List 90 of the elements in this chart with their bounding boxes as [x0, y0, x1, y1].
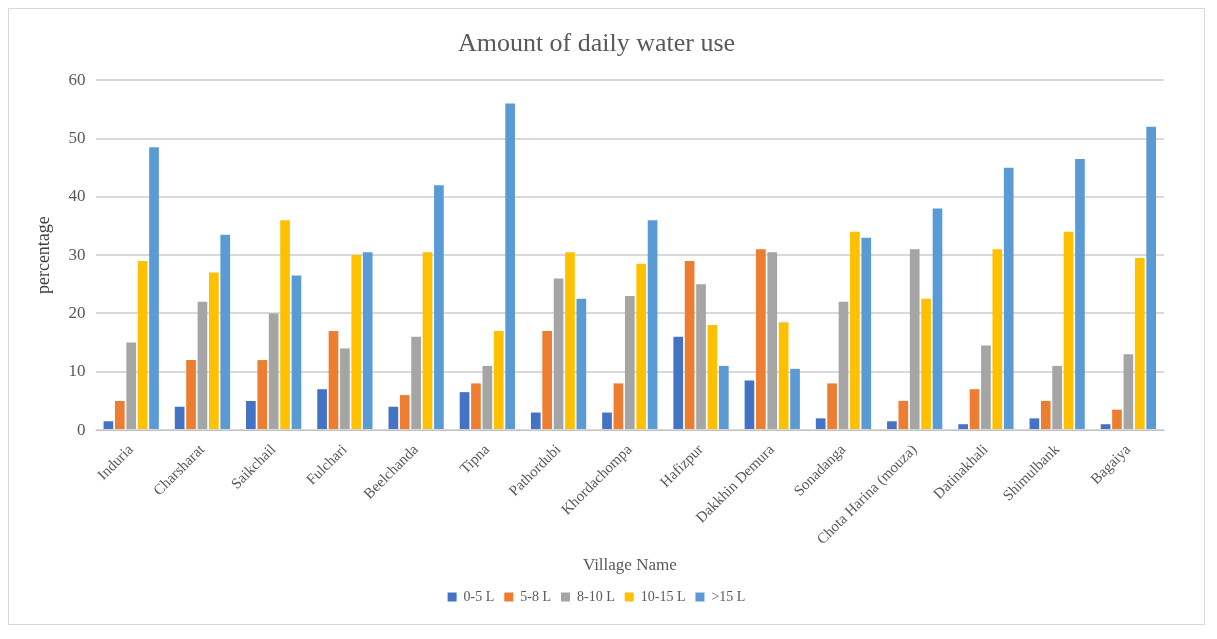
- bar: [505, 103, 515, 430]
- bar: [268, 313, 279, 430]
- bar: [827, 383, 837, 430]
- bar: [1100, 424, 1111, 430]
- bar: [1075, 158, 1085, 430]
- legend-label: 10-15 L: [640, 588, 686, 604]
- bar: [246, 400, 256, 430]
- y-tick-label: 30: [68, 244, 86, 264]
- y-tick-label: 60: [68, 69, 86, 89]
- bar: [744, 380, 755, 430]
- bar: [351, 255, 362, 430]
- bar: [969, 389, 980, 430]
- bar: [673, 336, 684, 430]
- bar: [459, 392, 470, 430]
- bar: [850, 231, 860, 430]
- y-tick-label: 40: [68, 186, 86, 206]
- bar: [1112, 409, 1122, 430]
- bar: [328, 330, 339, 430]
- bar: [1063, 231, 1074, 430]
- bar: [958, 424, 968, 430]
- legend-label: 5-8 L: [520, 588, 552, 604]
- bar: [340, 348, 350, 430]
- bar: [707, 325, 718, 430]
- bar: [114, 400, 125, 430]
- bar: [790, 368, 800, 430]
- bar: [493, 330, 504, 430]
- bar: [696, 284, 706, 430]
- y-tick-label: 20: [68, 302, 86, 322]
- x-axis-title: Village Name: [582, 555, 677, 575]
- bar: [815, 418, 826, 430]
- bar: [103, 421, 114, 430]
- bar: [576, 298, 587, 430]
- legend-label: 0-5 L: [463, 588, 495, 604]
- bar: [434, 185, 444, 430]
- bar: [1029, 418, 1040, 430]
- bar: [838, 301, 849, 430]
- bar: [137, 260, 148, 430]
- bar: [778, 322, 789, 430]
- bar: [186, 360, 196, 430]
- bar: [553, 278, 564, 430]
- bar: [647, 220, 658, 430]
- bar: [602, 412, 612, 430]
- legend-label: >15 L: [711, 588, 746, 604]
- bar: [898, 400, 909, 430]
- y-tick-label: 50: [68, 127, 86, 147]
- bar: [317, 389, 327, 430]
- bar: [1134, 258, 1145, 430]
- bar: [257, 360, 268, 430]
- bar: [280, 220, 290, 430]
- bar: [1052, 365, 1062, 430]
- bar: [362, 252, 373, 430]
- bar: [388, 406, 399, 430]
- bar: [1146, 126, 1157, 430]
- bar: [887, 421, 897, 430]
- bar: [471, 383, 481, 430]
- bar: [174, 406, 185, 430]
- bar: [624, 295, 635, 430]
- bar: [684, 260, 695, 430]
- bar: [126, 342, 137, 430]
- bar: [422, 252, 433, 430]
- y-tick-label: 0: [77, 419, 86, 439]
- bar: [399, 395, 410, 430]
- bar: [613, 383, 624, 430]
- bar: [718, 365, 729, 430]
- bar: [921, 298, 931, 430]
- bar: [1003, 167, 1014, 430]
- bar: [411, 336, 421, 430]
- chart-title: Amount of daily water use: [457, 28, 736, 58]
- bar: [1040, 400, 1051, 430]
- bar: [197, 301, 208, 430]
- bar: [981, 345, 991, 430]
- y-axis-title: percentage: [32, 216, 53, 295]
- bar: [542, 330, 553, 430]
- bar: [756, 249, 766, 430]
- bar: [220, 234, 231, 430]
- bar: [208, 272, 219, 430]
- bar: [565, 252, 575, 430]
- bar: [1123, 354, 1134, 430]
- y-tick-label: 10: [68, 361, 86, 381]
- legend-label: 8-10 L: [577, 588, 615, 604]
- bar: [530, 412, 541, 430]
- bar: [767, 252, 778, 430]
- bar: [992, 249, 1003, 430]
- bar: [482, 365, 493, 430]
- bar: [291, 275, 302, 430]
- bar: [636, 263, 647, 430]
- bar: [149, 147, 159, 430]
- bar: [861, 237, 872, 430]
- bar: [932, 208, 943, 430]
- bar: [909, 249, 920, 430]
